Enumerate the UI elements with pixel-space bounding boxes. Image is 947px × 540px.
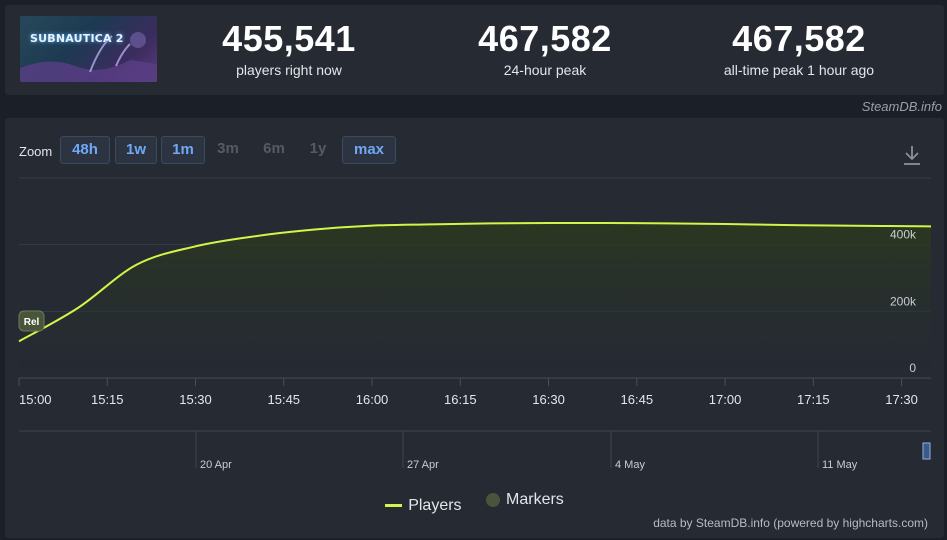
chart-credit: data by SteamDB.info (powered by highcha… xyxy=(653,516,928,530)
logo-text: SUBNAUTICA 2 xyxy=(30,32,124,45)
y-axis-ticks: 0 200k 400k xyxy=(890,228,917,375)
y-tick-label: 400k xyxy=(890,228,917,242)
navigator-tick-label: 20 Apr xyxy=(200,459,232,471)
x-tick-label: 15:45 xyxy=(268,392,301,407)
chart-panel: Zoom 48h 1w 1m 3m 6m 1y max 0 200k 400k 15… xyxy=(5,118,944,538)
release-marker[interactable]: Rel xyxy=(18,310,45,332)
stat-current-players: 455,541 players right now xyxy=(179,18,399,79)
all-time-peak-label: all-time peak 1 hour ago xyxy=(723,62,875,78)
x-tick-label: 16:45 xyxy=(621,392,654,407)
navigator-tick-label: 27 Apr xyxy=(407,459,439,471)
x-tick-label: 16:15 xyxy=(444,392,477,407)
stat-all-time-peak: 467,582 all-time peak 1 hour ago xyxy=(689,18,909,79)
zoom-3m-button: 3m xyxy=(217,140,239,157)
x-axis-ticks: 15:00 15:15 15:30 15:45 16:00 16:15 16:30 16:45… xyxy=(18,378,918,407)
zoom-1y-button: 1y xyxy=(309,140,327,157)
navigator-handle[interactable] xyxy=(922,442,931,460)
game-logo-image[interactable]: SUBNAUTICA 2 xyxy=(20,16,157,82)
stat-24h-peak: 467,582 24-hour peak xyxy=(435,18,655,79)
zoom-48h-button[interactable]: 48h xyxy=(60,136,110,164)
series-area-players xyxy=(19,222,931,378)
zoom-1m-button[interactable]: 1m xyxy=(161,136,205,164)
legend-markers-label: Markers xyxy=(506,491,564,508)
stats-panel: SUBNAUTICA 2 455,541 players right now 4… xyxy=(5,5,944,95)
current-players-value: 455,541 xyxy=(222,18,356,59)
x-tick-label: 17:15 xyxy=(797,392,830,407)
legend-item-markers[interactable]: Markers xyxy=(486,491,564,509)
legend-item-players[interactable]: Players xyxy=(385,496,462,515)
x-tick-label: 15:00 xyxy=(19,392,52,407)
zoom-label: Zoom xyxy=(19,144,53,159)
zoom-6m-button: 6m xyxy=(263,140,285,157)
logo-art xyxy=(20,32,157,82)
x-tick-label: 17:30 xyxy=(885,392,918,407)
legend-line-swatch xyxy=(385,504,403,507)
x-tick-label: 17:00 xyxy=(709,392,742,407)
series-line-players xyxy=(18,221,932,343)
peak-24h-value: 467,582 xyxy=(478,18,612,59)
x-tick-label: 16:30 xyxy=(532,392,565,407)
navigator-tick-label: 4 May xyxy=(615,459,645,471)
player-count-chart: 0 200k 400k 15:00 15:15 15:30 15:45 16:00 16:15… xyxy=(18,177,932,471)
navigator[interactable]: 20 Apr 27 Apr 4 May 11 May xyxy=(19,430,931,471)
navigator-tick-label: 11 May xyxy=(822,459,858,471)
zoom-max-button[interactable]: max xyxy=(342,136,396,164)
legend-marker-swatch xyxy=(486,493,501,507)
current-players-label: players right now xyxy=(236,62,342,78)
zoom-1w-button[interactable]: 1w xyxy=(115,136,157,164)
peak-24h-label: 24-hour peak xyxy=(503,62,587,78)
y-tick-label: 0 xyxy=(909,361,916,375)
y-tick-label: 200k xyxy=(890,294,917,308)
x-tick-label: 15:30 xyxy=(179,392,212,407)
legend-players-label: Players xyxy=(408,496,462,514)
all-time-peak-value: 467,582 xyxy=(732,18,866,59)
download-icon[interactable] xyxy=(902,144,922,166)
steamdb-watermark: SteamDB.info xyxy=(861,99,942,114)
legend: Players Markers xyxy=(5,491,944,515)
x-tick-label: 16:00 xyxy=(356,392,389,407)
marker-label: Rel xyxy=(24,317,40,328)
x-tick-label: 15:15 xyxy=(91,392,124,407)
navigator-ticks: 20 Apr 27 Apr 4 May 11 May xyxy=(195,431,858,471)
